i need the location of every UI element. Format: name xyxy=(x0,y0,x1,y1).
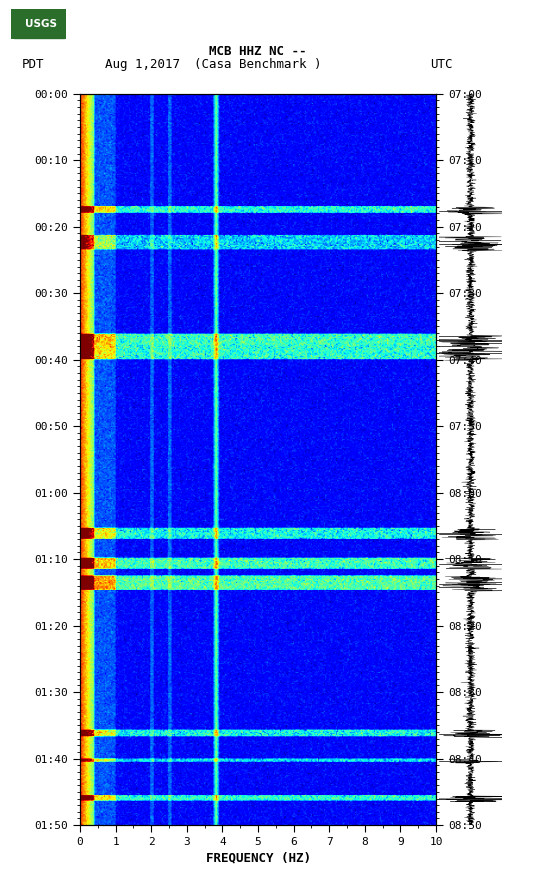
X-axis label: FREQUENCY (HZ): FREQUENCY (HZ) xyxy=(205,851,311,864)
Text: PDT: PDT xyxy=(22,58,45,71)
Text: USGS: USGS xyxy=(25,19,57,29)
Text: (Casa Benchmark ): (Casa Benchmark ) xyxy=(194,58,322,71)
Text: Aug 1,2017: Aug 1,2017 xyxy=(105,58,180,71)
Text: MCB HHZ NC --: MCB HHZ NC -- xyxy=(209,45,307,58)
Text: UTC: UTC xyxy=(431,58,453,71)
